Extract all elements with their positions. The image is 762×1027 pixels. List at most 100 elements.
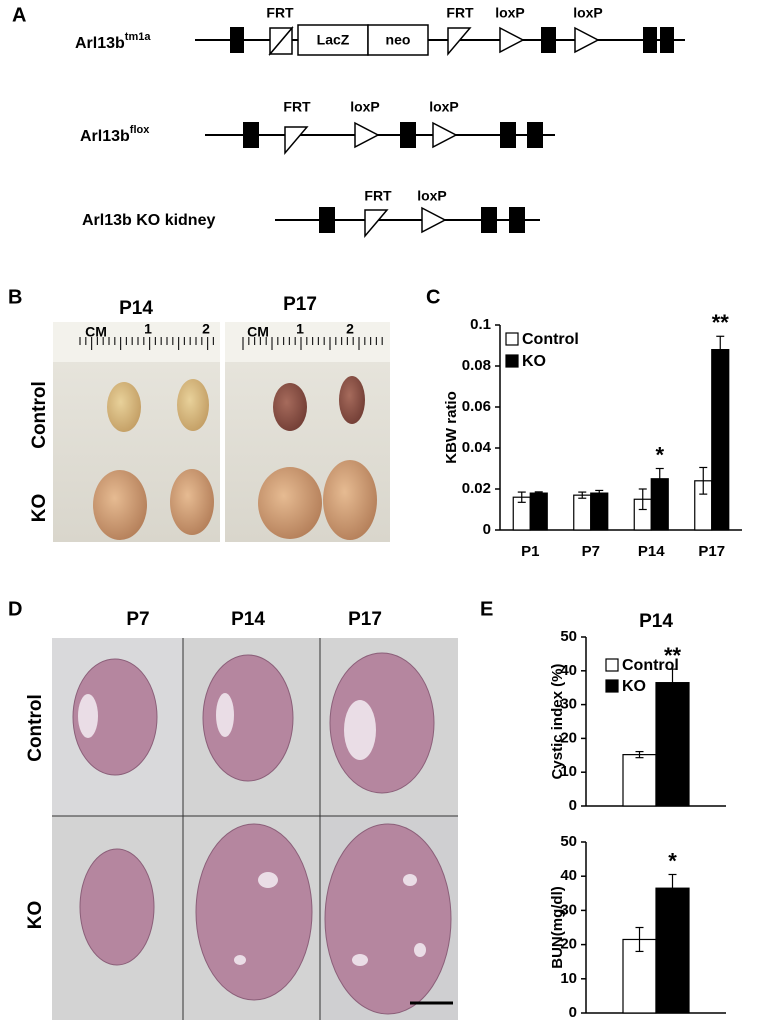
error-bar (635, 750, 644, 759)
y-tick-label: 10 (560, 970, 577, 987)
element: FRT (446, 5, 474, 21)
y-tick-label: 30 (560, 901, 577, 918)
construct-flox: Arl13bflox FRT loxP loxP (80, 99, 555, 156)
element: loxP (429, 99, 459, 115)
timepoint: P17 (348, 609, 382, 630)
panel-label: B (8, 286, 22, 308)
element: loxP (350, 99, 380, 115)
significance: ** (712, 310, 730, 335)
y-tick-label: 0.08 (462, 357, 491, 374)
ruler-unit: CM (85, 324, 107, 340)
x-tick-label: P17 (698, 543, 725, 560)
y-tick-label: 0 (569, 1004, 577, 1021)
y-tick-label: 50 (560, 628, 577, 645)
legend-swatch (505, 332, 519, 346)
y-tick-label: 30 (560, 696, 577, 713)
y-axis-label: Cystic index (%) (549, 664, 566, 780)
element: loxP (573, 5, 603, 21)
timepoint: P14 (119, 298, 153, 319)
timepoint: P14 (231, 609, 265, 630)
row-label: KO (25, 901, 46, 930)
bar (529, 492, 548, 531)
ruler-mark: 2 (202, 321, 210, 337)
significance: * (668, 848, 677, 873)
error-bar (595, 489, 604, 497)
error-bar (699, 466, 708, 495)
error-bar (635, 926, 644, 953)
bar (573, 494, 592, 531)
y-tick-label: 50 (560, 833, 577, 850)
error-bar (638, 488, 647, 511)
legend-label: KO (522, 353, 546, 370)
gene: Arl13b (80, 128, 130, 145)
y-tick-label: 40 (560, 662, 577, 679)
bar (655, 887, 690, 1014)
timepoint: P7 (126, 609, 149, 630)
construct-tm1a: Arl13btm1a LacZ neo FRT FRT loxP loxP (75, 5, 685, 57)
y-tick-label: 0 (483, 521, 491, 538)
y-axis-label: KBW ratio (443, 391, 460, 464)
bar (655, 682, 690, 807)
gene: Arl13b (75, 35, 125, 52)
bar (622, 754, 657, 807)
y-tick-label: 0.1 (470, 316, 491, 333)
kidney-photos: CM 1 2 CM 1 2 P14 P17 Control KO (29, 294, 390, 542)
error-bar (517, 491, 526, 503)
y-tick-label: 10 (560, 763, 577, 780)
error-bar (716, 335, 725, 364)
y-tick-label: 0.04 (462, 439, 492, 456)
panel-label: C (426, 286, 440, 308)
construct-name: Arl13btm1a (75, 31, 151, 52)
ruler-mark: 1 (296, 321, 304, 337)
legend-label: KO (622, 678, 646, 695)
panel-label: D (8, 598, 22, 620)
allele: flox (130, 124, 150, 136)
construct-name: Arl13bflox (80, 124, 150, 145)
timepoint: P17 (283, 294, 317, 315)
x-tick-label: P14 (638, 543, 665, 560)
legend-label: Control (622, 657, 679, 674)
y-tick-label: 20 (560, 729, 577, 746)
legend-swatch (505, 354, 519, 368)
allele: tm1a (125, 31, 152, 43)
element: loxP (495, 5, 525, 21)
ruler-mark: 1 (144, 321, 152, 337)
error-bar (578, 491, 587, 499)
x-tick-label: P1 (521, 543, 539, 560)
panel-label: A (12, 4, 26, 26)
y-tick-label: 40 (560, 867, 577, 884)
ruler-mark: 2 (346, 321, 354, 337)
error-bar (668, 873, 677, 903)
bar (590, 492, 609, 531)
row-label: KO (29, 494, 50, 523)
y-axis-label: BUN(mg/dl) (549, 886, 566, 969)
cassette: neo (386, 32, 411, 48)
element: loxP (417, 188, 447, 204)
construct-name: Arl13b KO kidney (82, 212, 215, 229)
y-tick-label: 0.02 (462, 480, 491, 497)
ruler-unit: CM (247, 324, 269, 340)
significance: ** (664, 643, 682, 668)
x-tick-label: P7 (582, 543, 600, 560)
element: FRT (364, 188, 392, 204)
error-bar (534, 491, 543, 495)
element: FRT (283, 99, 311, 115)
bar (711, 349, 730, 531)
element: FRT (266, 5, 294, 21)
y-tick-label: 20 (560, 936, 577, 953)
y-tick-label: 0.06 (462, 398, 491, 415)
row-label: Control (25, 694, 46, 762)
panel-label: E (480, 598, 493, 620)
significance: * (655, 442, 664, 467)
y-tick-label: 0 (569, 797, 577, 814)
legend-label: Control (522, 331, 579, 348)
construct-ko: Arl13b KO kidney FRT loxP (82, 188, 540, 239)
legend-swatch (605, 658, 619, 672)
error-bar (655, 467, 664, 490)
chart-title: P14 (639, 611, 673, 632)
row-label: Control (29, 381, 50, 449)
legend-swatch (605, 679, 619, 693)
cassette: LacZ (317, 32, 350, 48)
histology: P7 P14 P17 Control KO (25, 609, 458, 1020)
